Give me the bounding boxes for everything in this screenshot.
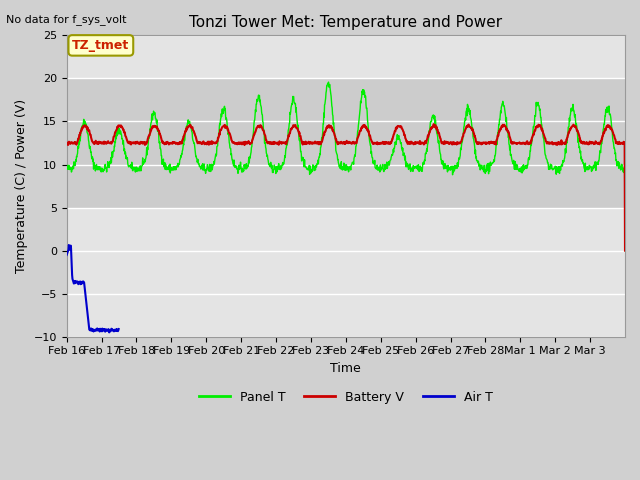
Text: No data for f_sys_volt: No data for f_sys_volt [6,14,127,25]
Title: Tonzi Tower Met: Temperature and Power: Tonzi Tower Met: Temperature and Power [189,15,502,30]
X-axis label: Time: Time [330,362,361,375]
Bar [67,78,625,207]
Legend: Panel T, Battery V, Air T: Panel T, Battery V, Air T [193,386,498,409]
Y-axis label: Temperature (C) / Power (V): Temperature (C) / Power (V) [15,99,28,273]
Text: TZ_tmet: TZ_tmet [72,39,129,52]
